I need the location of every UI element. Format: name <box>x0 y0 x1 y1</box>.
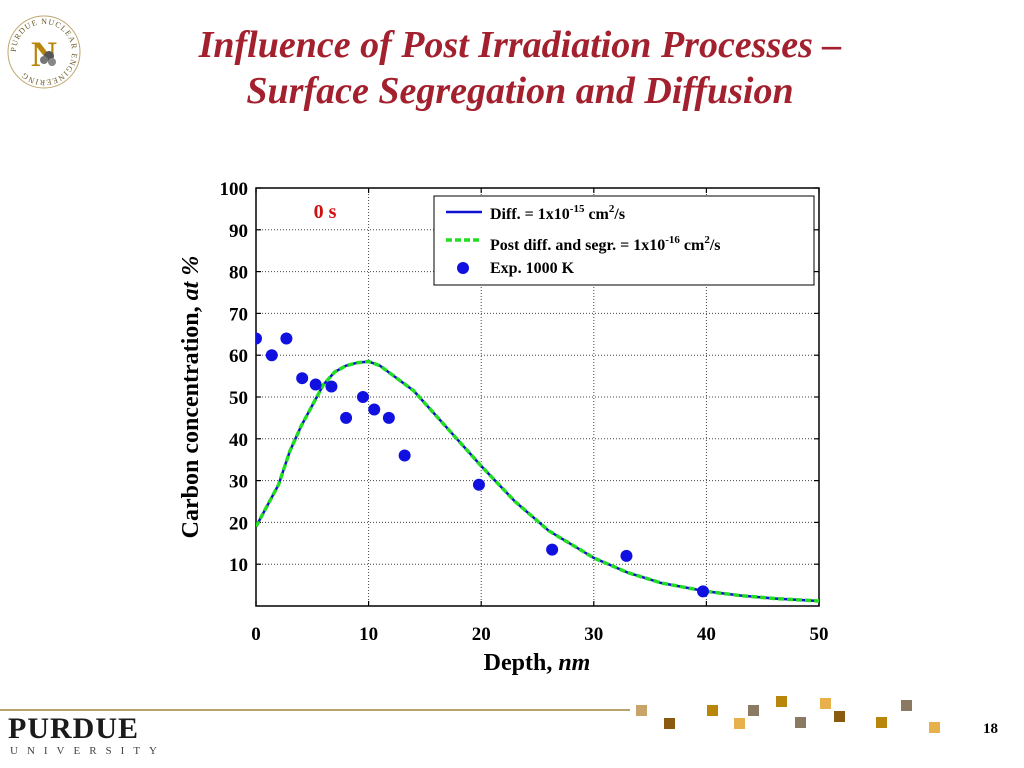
decor-square <box>748 705 759 716</box>
x-tick-label: 30 <box>584 624 603 645</box>
data-point-exp <box>472 478 485 491</box>
footer-rule <box>0 709 630 711</box>
legend-label-diff: Diff. = 1x10-15 cm2/s <box>490 203 625 223</box>
y-tick-label: 10 <box>229 555 248 576</box>
y-tick-label: 40 <box>229 430 248 451</box>
axis-ticks: 0 10 20 30 40 50 10 20 30 40 50 60 70 80 90 100 <box>220 179 829 645</box>
x-axis-label: Depth, nm <box>484 650 591 676</box>
data-point-exp <box>697 585 710 598</box>
decor-square <box>795 717 806 728</box>
legend-label-exp: Exp. 1000 K <box>490 260 575 277</box>
data-point-exp <box>256 332 262 345</box>
decor-square <box>820 698 831 709</box>
y-tick-label: 80 <box>229 263 248 284</box>
series-layer <box>256 332 819 603</box>
x-tick-label: 50 <box>810 624 829 645</box>
decor-square <box>929 722 940 733</box>
slide-title-line-2: Surface Segregation and Diffusion <box>246 70 794 112</box>
university-wordmark: UNIVERSITY <box>10 745 166 757</box>
data-point-exp <box>546 543 559 556</box>
decor-square <box>734 718 745 729</box>
legend-box <box>433 195 815 286</box>
purdue-wordmark: PURDUE <box>8 712 139 745</box>
data-point-exp <box>356 391 369 403</box>
legend-swatch-exp <box>457 262 469 274</box>
decor-square <box>664 718 675 729</box>
page-number: 18 <box>983 721 998 737</box>
carbon-concentration-chart: 0 10 20 30 40 50 10 20 30 40 50 60 70 80 90 100 0 s Dif… <box>178 179 829 676</box>
data-point-exp <box>309 378 322 391</box>
purdue-nuclear-engineering-logo: PURDUE NUCLEAR ENGINEERING N <box>7 15 81 89</box>
slide-title-line-1: Influence of Post Irradiation Processes … <box>198 24 842 66</box>
data-point-exp <box>368 403 381 416</box>
y-tick-label: 100 <box>220 179 249 200</box>
x-tick-label: 40 <box>697 624 716 645</box>
decor-square <box>776 696 787 707</box>
decor-square <box>834 711 845 722</box>
decor-square <box>901 700 912 711</box>
chart-annotation: 0 s <box>314 201 337 223</box>
data-point-exp <box>296 372 309 385</box>
y-axis-label: Carbon concentration, at % <box>178 256 204 539</box>
legend-label-post: Post diff. and segr. = 1x10-16 cm2/s <box>490 234 720 254</box>
series-line-post-diffusion <box>256 359 819 603</box>
y-tick-label: 90 <box>229 221 248 242</box>
data-point-exp <box>265 349 278 362</box>
legend: Diff. = 1x10-15 cm2/s Post diff. and seg… <box>433 195 815 286</box>
decor-square <box>876 717 887 728</box>
decor-square <box>636 705 647 716</box>
y-tick-label: 60 <box>229 346 248 367</box>
y-tick-label: 20 <box>229 513 248 534</box>
data-point-exp <box>620 549 633 562</box>
data-point-exp <box>325 380 338 393</box>
decor-square <box>707 705 718 716</box>
slide-title: Influence of Post Irradiation Processes … <box>120 22 920 114</box>
x-tick-label: 20 <box>472 624 491 645</box>
y-tick-label: 30 <box>229 472 248 493</box>
y-tick-label: 50 <box>229 388 248 409</box>
data-point-exp <box>382 411 395 424</box>
x-tick-label: 0 <box>251 624 261 645</box>
data-point-exp <box>340 411 353 424</box>
y-tick-label: 70 <box>229 304 248 325</box>
data-point-exp <box>398 449 411 462</box>
x-tick-label: 10 <box>359 624 378 645</box>
data-point-exp <box>280 332 293 345</box>
